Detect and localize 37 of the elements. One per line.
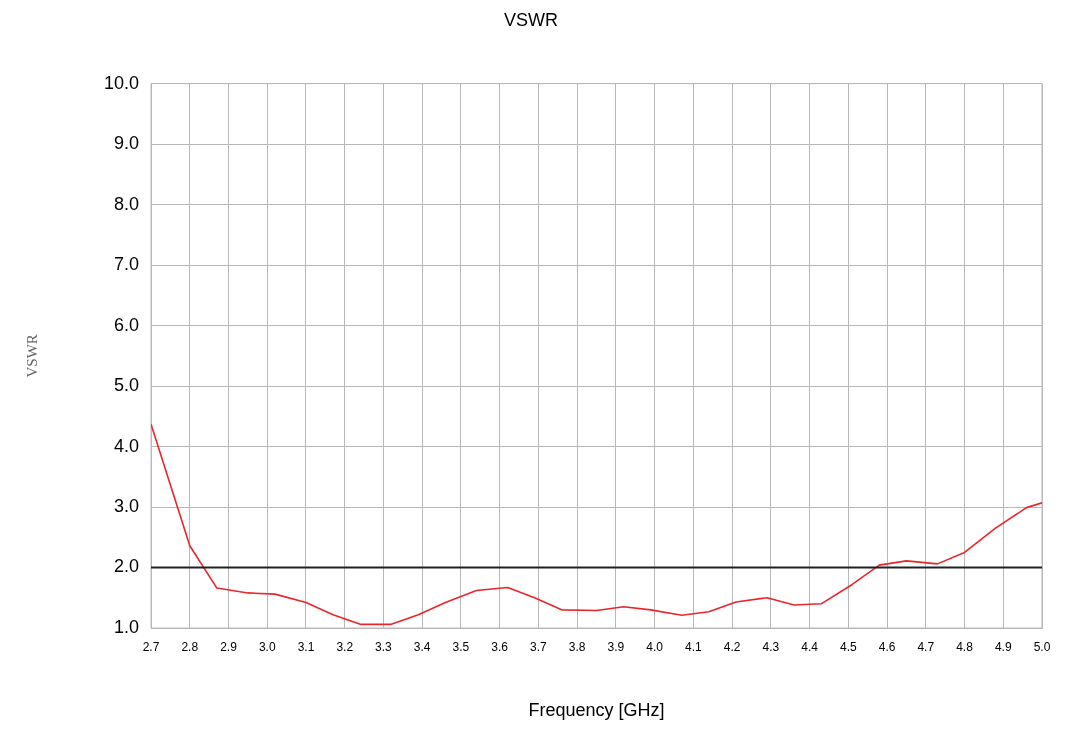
y-tick-label: 7.0 xyxy=(114,254,140,275)
y-tick-label: 1.0 xyxy=(114,616,140,637)
x-tick-label: 4.0 xyxy=(646,639,664,654)
x-tick-label: 3.4 xyxy=(413,639,431,654)
x-tick-label: 2.9 xyxy=(220,639,238,654)
x-tick-label: 3.9 xyxy=(607,639,625,654)
x-tick-label: 2.8 xyxy=(181,639,199,654)
y-tick-label: 5.0 xyxy=(114,375,140,396)
y-tick-label: 3.0 xyxy=(114,495,140,516)
x-tick-label: 4.7 xyxy=(917,639,935,654)
y-tick-label: 9.0 xyxy=(114,133,140,154)
x-tick-label: 3.7 xyxy=(530,639,548,654)
y-tick-label: 2.0 xyxy=(114,556,140,577)
x-tick-label: 4.2 xyxy=(723,639,741,654)
y-tick-label: 10.0 xyxy=(103,72,140,93)
x-tick-label: 3.0 xyxy=(258,639,276,654)
y-tick-label: 8.0 xyxy=(114,193,140,214)
x-tick-label: 4.1 xyxy=(685,639,703,654)
chart-title: VSWR xyxy=(504,9,558,30)
x-tick-label: 3.1 xyxy=(297,639,315,654)
x-tick-label: 4.3 xyxy=(762,639,780,654)
x-tick-label: 4.6 xyxy=(878,639,896,654)
x-tick-label: 3.5 xyxy=(452,639,470,654)
y-axis-title: VSWR xyxy=(23,334,40,378)
x-tick-label: 3.2 xyxy=(336,639,354,654)
x-tick-label: 4.4 xyxy=(801,639,819,654)
x-tick-label: 5.0 xyxy=(1033,639,1051,654)
x-tick-label: 3.3 xyxy=(375,639,393,654)
y-tick-label: 4.0 xyxy=(114,435,140,456)
x-tick-label: 3.6 xyxy=(491,639,509,654)
y-tick-label: 6.0 xyxy=(114,314,140,335)
x-tick-label: 4.5 xyxy=(839,639,857,654)
x-tick-label: 2.7 xyxy=(142,639,160,654)
x-tick-label: 3.8 xyxy=(568,639,586,654)
x-tick-label: 4.9 xyxy=(994,639,1012,654)
x-axis-title: Frequency [GHz] xyxy=(528,700,665,721)
x-tick-label: 4.8 xyxy=(956,639,974,654)
